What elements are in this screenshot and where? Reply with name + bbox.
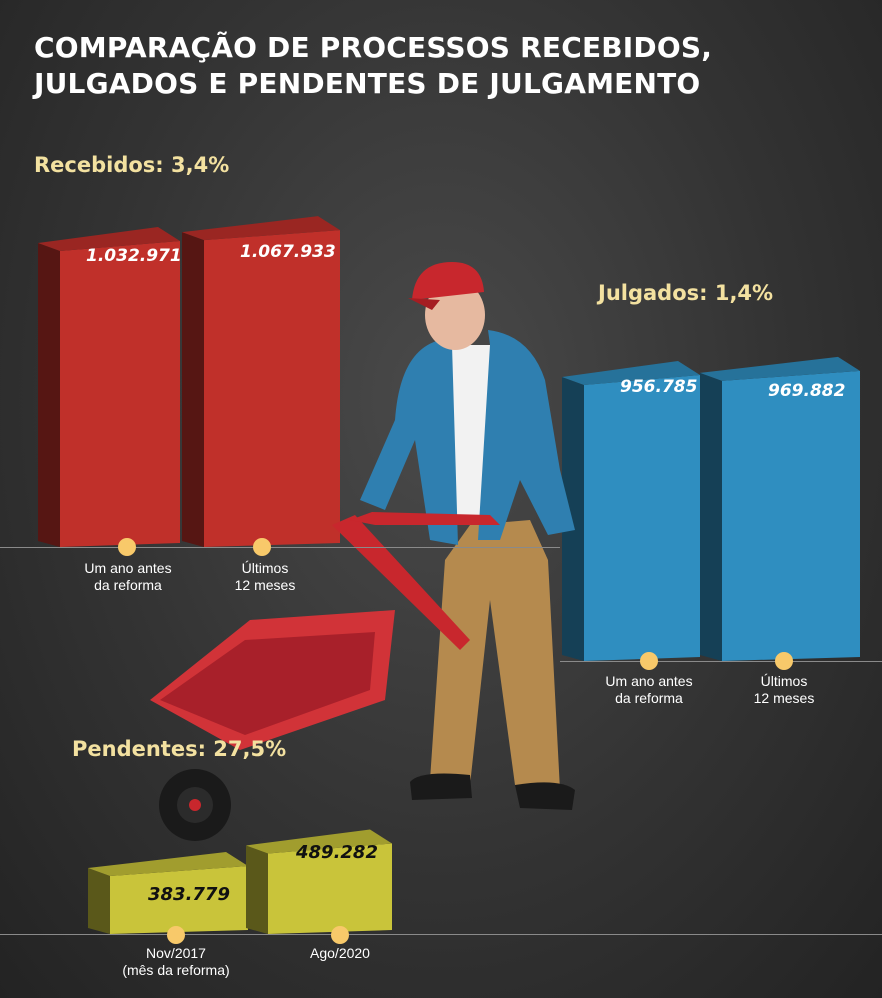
julgados-value-2: 969.882 [768,381,846,401]
bars-layer [38,216,860,934]
julgados-category-1: Um ano antes da reforma [605,673,693,706]
recebidos-marker-2 [253,538,271,556]
recebidos-bar-2-top [182,216,340,241]
julgados-bar-1-top [562,361,700,385]
pendentes-marker-1 [167,926,185,944]
julgados-label: Julgados: 1,4% [598,281,774,305]
julgados-bar-2-side [700,372,722,661]
recebidos-bar-2 [204,230,340,548]
recebidos-category-2: Últimos 12 meses [234,560,296,593]
recebidos-bar-1 [60,241,180,547]
julgados-value-1: 956.785 [620,377,698,397]
pendentes-bar-2-top [246,829,392,854]
worker-illustration [150,262,575,841]
pendentes-bar-2-side [246,845,268,934]
recebidos-value-2: 1.067.933 [240,242,336,262]
julgados-category-2: Últimos 12 meses [753,673,815,706]
pendentes-value-2: 489.282 [296,842,378,863]
recebidos-marker-1 [118,538,136,556]
recebidos-category-1: Um ano antes da reforma [84,560,172,593]
recebidos-baseline [0,547,560,548]
pendentes-category-2: Ago/2020 [310,945,370,961]
julgados-bar-2-top [700,356,860,381]
pendentes-bar-1 [110,866,248,934]
title-line-1: COMPARAÇÃO DE PROCESSOS RECEBIDOS, [34,31,713,64]
julgados-marker-2 [775,652,793,670]
julgados-marker-1 [640,652,658,670]
pendentes-bar-1-top [88,852,248,876]
pendentes-value-1: 383.779 [148,884,230,905]
pendentes-category-1: Nov/2017 (mês da reforma) [122,945,230,978]
pendentes-label: Pendentes: 27,5% [72,737,287,761]
pendentes-bar-1-side [88,868,110,934]
recebidos-bar-1-top [38,227,180,251]
julgados-bar-1-side [562,377,584,661]
title-line-2: JULGADOS E PENDENTES DE JULGAMENTO [34,67,701,100]
julgados-bar-2 [722,370,860,661]
julgados-bar-1 [584,375,700,661]
recebidos-bar-2-side [182,232,204,548]
julgados-baseline [560,661,882,662]
pendentes-baseline [0,934,882,935]
recebidos-value-1: 1.032.971 [86,246,182,266]
recebidos-bar-1-side [38,243,60,547]
page-title: COMPARAÇÃO DE PROCESSOS RECEBIDOS, JULGA… [34,30,854,102]
pendentes-bar-2 [268,843,392,934]
pendentes-marker-2 [331,926,349,944]
recebidos-label: Recebidos: 3,4% [34,153,230,177]
